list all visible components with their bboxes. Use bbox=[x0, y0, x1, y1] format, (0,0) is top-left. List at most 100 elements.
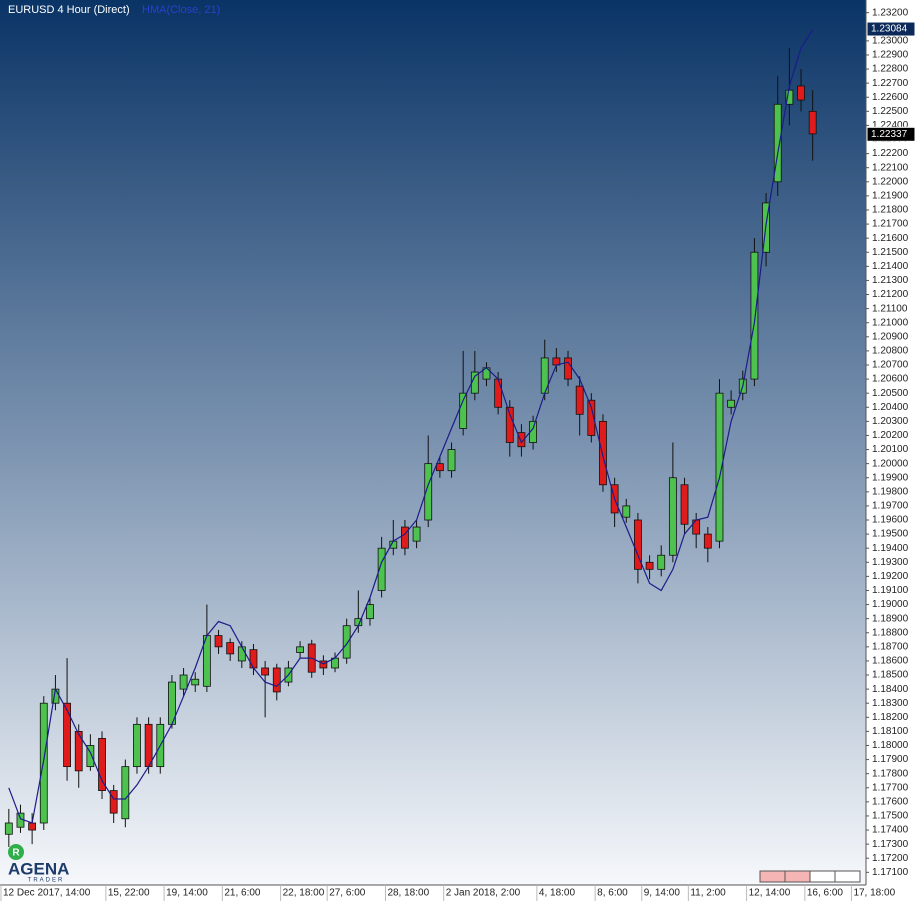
y-tick-label: 1.23000 bbox=[872, 36, 909, 47]
y-tick-label: 1.18300 bbox=[872, 698, 909, 709]
candle-body bbox=[622, 505, 631, 518]
candle-body bbox=[517, 432, 526, 448]
x-tick-label: 15, 22:00 bbox=[108, 888, 150, 899]
y-tick-label: 1.21300 bbox=[872, 275, 909, 286]
candle-body bbox=[214, 635, 223, 648]
y-tick-label: 1.18900 bbox=[872, 613, 909, 624]
candle-body bbox=[785, 89, 794, 105]
instrument-label: EURUSD 4 Hour (Direct) bbox=[8, 4, 130, 16]
candle-body bbox=[272, 667, 281, 693]
candle-body bbox=[109, 790, 118, 814]
y-tick-label: 1.19000 bbox=[872, 599, 909, 610]
candle-body bbox=[401, 526, 409, 549]
candle-body bbox=[191, 678, 200, 686]
candle-body bbox=[179, 674, 188, 690]
y-tick-label: 1.21100 bbox=[872, 303, 908, 314]
candle-body bbox=[237, 646, 246, 662]
candle-body bbox=[750, 251, 759, 380]
y-tick-label: 1.19100 bbox=[872, 585, 909, 596]
candles bbox=[4, 47, 817, 847]
y-tick-label: 1.20000 bbox=[872, 458, 909, 469]
candle-body bbox=[505, 406, 514, 443]
y-tick-label: 1.18000 bbox=[872, 740, 909, 751]
price-marker-label: 1.22337 bbox=[871, 129, 908, 140]
y-tick-label: 1.21000 bbox=[872, 317, 909, 328]
y-tick-label: 1.19600 bbox=[872, 515, 909, 526]
y-tick-label: 1.20100 bbox=[872, 444, 909, 455]
x-tick-label: 9, 14:00 bbox=[644, 888, 681, 899]
y-tick-label: 1.17100 bbox=[872, 867, 909, 878]
hma-line bbox=[8, 29, 814, 824]
x-tick-label: 8, 6:00 bbox=[597, 888, 628, 899]
candle-body bbox=[645, 561, 654, 570]
candle-body bbox=[564, 357, 572, 380]
x-tick-label: 2 Jan 2018, 2:00 bbox=[446, 888, 521, 899]
candle-body bbox=[494, 378, 503, 408]
plot-background bbox=[0, 0, 866, 885]
y-tick-label: 1.20600 bbox=[872, 374, 909, 385]
y-tick-label: 1.18800 bbox=[872, 627, 909, 638]
candle-body bbox=[657, 554, 666, 570]
y-tick-label: 1.18700 bbox=[872, 641, 909, 652]
candle-body bbox=[587, 399, 596, 436]
y-tick-label: 1.21400 bbox=[872, 261, 909, 272]
logo: R AGENA TRADER bbox=[8, 844, 69, 884]
candle-body bbox=[575, 385, 584, 415]
x-tick-label: 22, 18:00 bbox=[283, 888, 325, 899]
y-tick-label: 1.20200 bbox=[872, 430, 909, 441]
y-tick-label: 1.17500 bbox=[872, 811, 909, 822]
x-tick-label: 12, 14:00 bbox=[749, 888, 791, 899]
candle-body bbox=[435, 463, 444, 472]
x-tick-label: 4, 18:00 bbox=[539, 888, 576, 899]
y-tick-label: 1.18500 bbox=[872, 670, 909, 681]
candle-body bbox=[28, 822, 37, 831]
indicator-label: HMA(Close, 21) bbox=[142, 4, 220, 16]
candle-body bbox=[144, 723, 153, 768]
candle-body bbox=[424, 463, 433, 521]
candle-body bbox=[249, 649, 258, 669]
candle-body bbox=[599, 420, 607, 486]
candle-body bbox=[86, 745, 95, 768]
y-tick-label: 1.23200 bbox=[872, 7, 909, 18]
y-tick-label: 1.17400 bbox=[872, 825, 909, 836]
candle-body bbox=[74, 730, 83, 772]
candle-body bbox=[703, 533, 712, 549]
y-tick-label: 1.20900 bbox=[872, 331, 909, 342]
y-tick-label: 1.17200 bbox=[872, 853, 909, 864]
candle-body bbox=[39, 702, 48, 824]
y-tick-label: 1.20700 bbox=[872, 360, 909, 371]
candle-body bbox=[133, 723, 141, 768]
y-tick-label: 1.18600 bbox=[872, 656, 909, 667]
y-tick-label: 1.18200 bbox=[872, 712, 909, 723]
candle-body bbox=[226, 642, 235, 655]
y-tick-label: 1.17900 bbox=[872, 754, 909, 765]
scroll-widget[interactable] bbox=[759, 870, 861, 883]
candle-body bbox=[377, 547, 386, 591]
logo-tagline: TRADER bbox=[28, 878, 65, 884]
y-tick-label: 1.22800 bbox=[872, 64, 909, 75]
candle-body bbox=[63, 702, 71, 768]
y-tick-label: 1.22000 bbox=[872, 176, 909, 187]
price-marker-label: 1.23084 bbox=[871, 24, 908, 35]
y-tick-label: 1.17300 bbox=[872, 839, 909, 850]
y-tick-label: 1.22900 bbox=[872, 50, 909, 61]
x-tick-label: 12 Dec 2017, 14:00 bbox=[3, 888, 91, 899]
x-tick-label: 28, 18:00 bbox=[387, 888, 429, 899]
price-marker bbox=[866, 126, 916, 142]
x-tick-label: 11, 2:00 bbox=[690, 888, 726, 899]
logo-name: AGENA bbox=[8, 859, 69, 878]
logo-icon bbox=[8, 844, 24, 860]
y-tick-label: 1.21600 bbox=[872, 233, 909, 244]
y-tick-label: 1.22200 bbox=[872, 148, 909, 159]
y-tick-label: 1.21200 bbox=[872, 289, 909, 300]
y-tick-label: 1.21900 bbox=[872, 191, 909, 202]
y-tick-label: 1.19200 bbox=[872, 571, 909, 582]
x-tick-label: 17, 18:00 bbox=[853, 888, 895, 899]
x-axis-background bbox=[0, 885, 866, 901]
y-tick-label: 1.19700 bbox=[872, 501, 909, 512]
y-tick-label: 1.20400 bbox=[872, 402, 909, 413]
candle-body bbox=[715, 392, 724, 542]
candle-body bbox=[4, 822, 13, 835]
candle-body bbox=[727, 399, 736, 408]
